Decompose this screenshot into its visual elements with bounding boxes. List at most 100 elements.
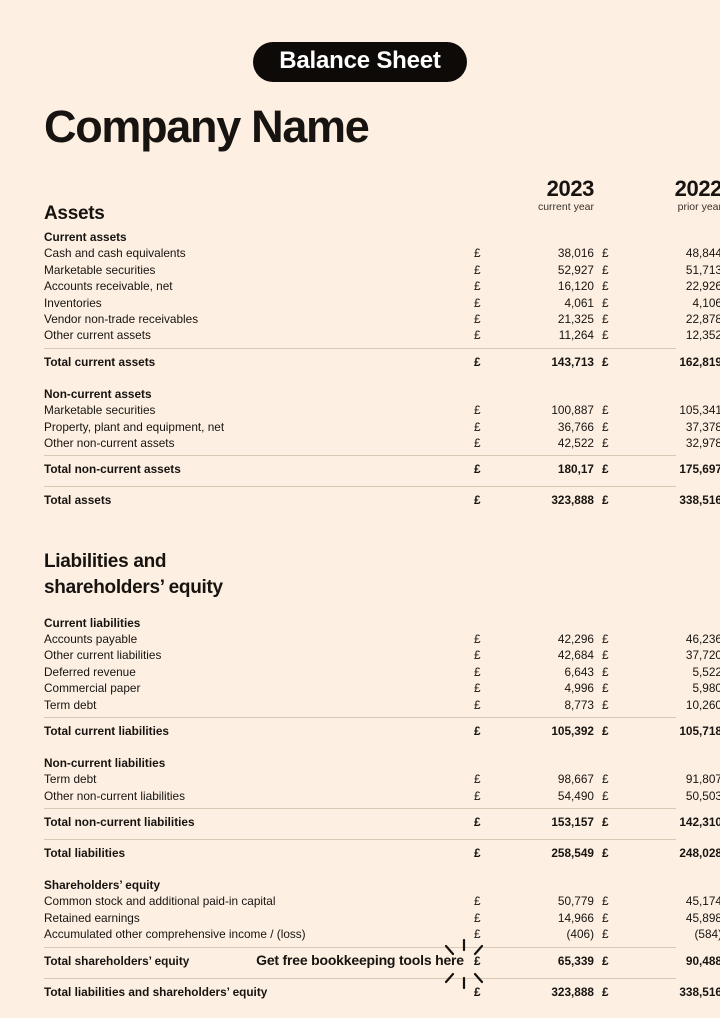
row-divider bbox=[44, 455, 676, 457]
currency-symbol-current-year: £ bbox=[474, 462, 481, 477]
currency-symbol-prior-year: £ bbox=[602, 328, 609, 343]
group-total-row: Total current assets £143,713 £162,819 bbox=[44, 349, 720, 375]
currency-symbol-prior-year: £ bbox=[602, 262, 609, 277]
row-label: Accounts receivable, net bbox=[44, 279, 173, 294]
currency-symbol-prior-year: £ bbox=[602, 846, 609, 861]
amount-current-year: 14,966 bbox=[557, 910, 594, 925]
amount-current-year: 180,17 bbox=[557, 462, 594, 477]
column-header-row: Assets 2023 current year 2022 prior year bbox=[44, 177, 720, 229]
row-label: Marketable securities bbox=[44, 403, 156, 418]
amount-current-year: 4,061 bbox=[564, 295, 594, 310]
row-divider bbox=[44, 977, 676, 979]
line-item-row: Other current liabilities £42,684 £37,720 bbox=[44, 647, 720, 663]
amount-current-year: 105,392 bbox=[551, 723, 594, 738]
amount-current-year: 38,016 bbox=[557, 246, 594, 261]
amount-current-year: 54,490 bbox=[557, 788, 594, 803]
currency-symbol-current-year: £ bbox=[474, 772, 481, 787]
currency-symbol-prior-year: £ bbox=[602, 697, 609, 712]
amount-current-year: 50,779 bbox=[557, 894, 594, 909]
line-item-row: Property, plant and equipment, net £36,76… bbox=[44, 419, 720, 435]
currency-symbol-current-year: £ bbox=[474, 328, 481, 343]
group-total-row: Total current liabilities £105,392 £105,71… bbox=[44, 718, 720, 744]
amount-current-year: 6,643 bbox=[564, 664, 594, 679]
currency-symbol-current-year: £ bbox=[474, 311, 481, 326]
row-label: Total assets bbox=[44, 493, 112, 508]
assets-table: Current assets Cash and cash equivalents £… bbox=[44, 229, 720, 513]
group-subheader: Current assets bbox=[44, 229, 676, 245]
currency-symbol-prior-year: £ bbox=[602, 631, 609, 646]
amount-prior-year: 4,106 bbox=[692, 295, 720, 310]
line-item-row: Commercial paper £4,996 £5,980 bbox=[44, 680, 720, 696]
row-label: Current liabilities bbox=[44, 615, 141, 630]
line-item-row: Retained earnings £14,966 £45,898 bbox=[44, 910, 720, 926]
currency-symbol-current-year: £ bbox=[474, 927, 481, 942]
line-item-row: Other non-current assets £42,522 £32,978 bbox=[44, 435, 720, 451]
group-total-row: Total shareholders’ equity £65,339 £90,488 bbox=[44, 948, 720, 974]
row-label: Inventories bbox=[44, 295, 102, 310]
amount-current-year: 52,927 bbox=[557, 262, 594, 277]
amount-prior-year: 45,174 bbox=[685, 894, 720, 909]
amount-current-year: 100,887 bbox=[551, 403, 594, 418]
amount-prior-year: 50,503 bbox=[685, 788, 720, 803]
column-sub-prior-year: prior year bbox=[677, 201, 720, 214]
currency-symbol-current-year: £ bbox=[474, 354, 481, 369]
badge-row: Balance Sheet bbox=[44, 0, 676, 82]
footer-link-label: Get free bookkeeping tools here bbox=[256, 952, 464, 968]
row-label: Property, plant and equipment, net bbox=[44, 419, 225, 434]
currency-symbol-prior-year: £ bbox=[602, 279, 609, 294]
amount-current-year: 65,339 bbox=[557, 953, 594, 968]
amount-current-year: 21,325 bbox=[557, 311, 594, 326]
amount-current-year: 42,522 bbox=[557, 435, 594, 450]
row-divider bbox=[44, 946, 676, 948]
amount-current-year: 143,713 bbox=[551, 354, 594, 369]
amount-prior-year: 37,720 bbox=[685, 648, 720, 663]
row-divider bbox=[44, 839, 676, 841]
amount-prior-year: 51,713 bbox=[685, 262, 720, 277]
currency-symbol-current-year: £ bbox=[474, 403, 481, 418]
column-header-current-year: 2023 current year bbox=[474, 177, 594, 215]
sparkle-icon bbox=[444, 938, 483, 990]
group-subheader: Non-current assets bbox=[44, 386, 676, 402]
currency-symbol-prior-year: £ bbox=[602, 295, 609, 310]
currency-symbol-prior-year: £ bbox=[602, 953, 609, 968]
grand-total-row: Total liabilities £258,549 £248,028 bbox=[44, 840, 720, 866]
currency-symbol-current-year: £ bbox=[474, 894, 481, 909]
amount-current-year: 153,157 bbox=[551, 815, 594, 830]
row-label: Total shareholders’ equity bbox=[44, 953, 190, 968]
spacer bbox=[44, 375, 676, 386]
document-type-badge: Balance Sheet bbox=[253, 42, 467, 82]
row-label: Total non-current liabilities bbox=[44, 815, 195, 830]
row-label: Total current assets bbox=[44, 354, 156, 369]
line-item-row: Other current assets £11,264 £12,352 bbox=[44, 327, 720, 343]
amount-prior-year: 90,488 bbox=[685, 953, 720, 968]
amount-prior-year: (584) bbox=[694, 927, 720, 942]
spacer bbox=[44, 866, 676, 877]
currency-symbol-prior-year: £ bbox=[602, 788, 609, 803]
group-subheader: Current liabilities bbox=[44, 615, 676, 631]
row-divider bbox=[44, 486, 676, 488]
assets-section-title: Assets bbox=[44, 203, 105, 224]
currency-symbol-prior-year: £ bbox=[602, 354, 609, 369]
currency-symbol-prior-year: £ bbox=[602, 927, 609, 942]
currency-symbol-prior-year: £ bbox=[602, 419, 609, 434]
amount-prior-year: 46,236 bbox=[685, 631, 720, 646]
line-item-row: Other non-current liabilities £54,490 £50,… bbox=[44, 788, 720, 804]
currency-symbol-current-year: £ bbox=[474, 788, 481, 803]
amount-current-year: 42,684 bbox=[557, 648, 594, 663]
line-item-row: Accounts receivable, net £16,120 £22,926 bbox=[44, 278, 720, 294]
currency-symbol-current-year: £ bbox=[474, 723, 481, 738]
amount-prior-year: 105,718 bbox=[679, 723, 720, 738]
row-divider bbox=[44, 716, 676, 718]
liabilities-title-line1: Liabilities and bbox=[44, 551, 167, 573]
footer-cta[interactable]: Get free bookkeeping tools here bbox=[256, 938, 483, 990]
amount-prior-year: 45,898 bbox=[685, 910, 720, 925]
line-item-row: Cash and cash equivalents £38,016 £48,844 bbox=[44, 245, 720, 261]
row-label: Common stock and additional paid-in capi… bbox=[44, 894, 276, 909]
row-label: Non-current assets bbox=[44, 386, 152, 401]
row-label: Deferred revenue bbox=[44, 664, 136, 679]
currency-symbol-current-year: £ bbox=[474, 697, 481, 712]
amount-current-year: 323,888 bbox=[551, 984, 594, 999]
amount-prior-year: 105,341 bbox=[679, 403, 720, 418]
row-label: Term debt bbox=[44, 697, 97, 712]
